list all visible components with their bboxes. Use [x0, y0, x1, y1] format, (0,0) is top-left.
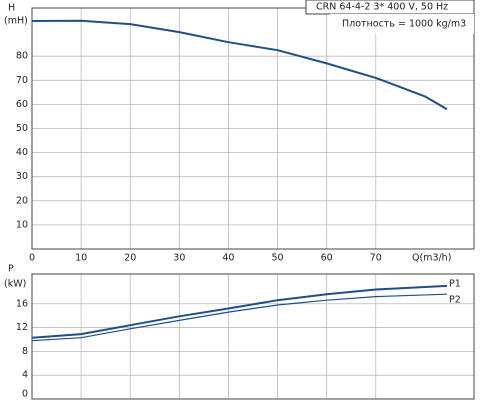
curve	[31, 293, 448, 342]
y-tick-label: 30	[16, 171, 28, 182]
x-tick-label: 40	[222, 253, 234, 264]
x-tick-label: 70	[370, 253, 382, 264]
legend-label: P1	[449, 278, 461, 289]
y-tick-label: 80	[16, 51, 28, 62]
y-tick-label: 16	[16, 298, 28, 309]
y-tick-label: 40	[16, 147, 28, 158]
y-tick-label: 0	[22, 389, 28, 400]
y-tick-label: 10	[16, 219, 28, 230]
x-axis-label: Q(m3/h)	[412, 253, 451, 264]
info-box	[330, 14, 474, 34]
info-text: CRN 64-4-2 3* 400 V, 50 Hz	[316, 2, 448, 13]
x-tick-label: 20	[124, 253, 136, 264]
plot-frame	[31, 273, 475, 400]
x-tick-label: 10	[75, 253, 87, 264]
y-axis-unit: (kW)	[4, 279, 26, 290]
curve	[31, 284, 448, 339]
y-tick-label: 12	[16, 322, 28, 333]
legend-label: P2	[449, 295, 461, 306]
y-axis-label: H	[8, 3, 15, 14]
y-tick-label: 4	[22, 370, 28, 381]
x-tick-label: 50	[272, 253, 284, 264]
x-tick-label: 0	[29, 253, 35, 264]
y-tick-label: 70	[16, 75, 28, 86]
x-tick-label: 30	[173, 253, 185, 264]
y-axis-label: P	[8, 264, 14, 275]
y-axis-unit: (mH)	[4, 16, 28, 27]
info-text: Плотность = 1000 kg/m3	[342, 19, 466, 30]
y-tick-label: 50	[16, 123, 28, 134]
y-tick-label: 8	[22, 346, 28, 357]
curve	[31, 19, 448, 111]
x-tick-label: 60	[321, 253, 333, 264]
y-tick-label: 60	[16, 99, 28, 110]
plot-frame	[31, 7, 475, 250]
y-tick-label: 20	[16, 195, 28, 206]
